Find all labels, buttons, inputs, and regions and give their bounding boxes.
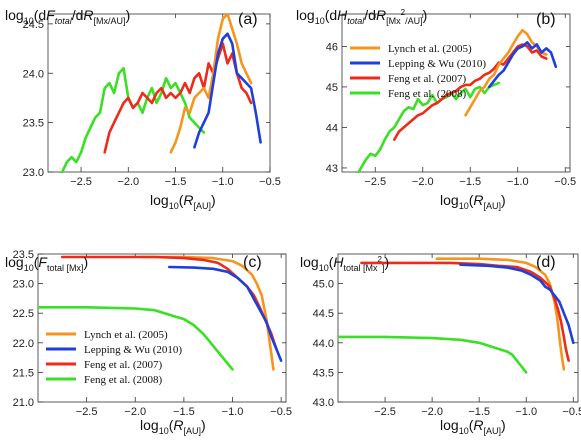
panel-label: (b) [536, 11, 556, 28]
legend: Lynch et al. (2005) Lepping & Wu (2010) Fe… [350, 43, 486, 100]
y-tick-label: 24.5 [23, 19, 44, 31]
x-tick-label: −0.5 [562, 406, 581, 418]
legend-label-feng2008: Feng et al. (2008) [388, 88, 467, 100]
y-tick-label: 45.0 [313, 279, 334, 291]
y-tick-label: 23.5 [13, 249, 34, 261]
y-axis-label: log10(dFtotal/dR[Mx/AU]) [5, 7, 130, 26]
x-tick-label: −1.5 [459, 176, 481, 188]
x-tick-label: −1.0 [212, 176, 234, 188]
y-tick-label: 45 [326, 82, 338, 94]
x-tick-label: −0.5 [259, 176, 281, 188]
x-axis-label: log10(R[AU]) [440, 192, 506, 211]
y-tick-label: 22.0 [13, 338, 34, 350]
legend: Lynch et al. (2005) Lepping & Wu (2010) Fe… [46, 329, 182, 386]
series-line-feng2008 [338, 335, 528, 374]
y-tick-label: 44.0 [313, 338, 334, 350]
series-line-lepping [168, 265, 283, 362]
panel-d: −2.5 −2.0 −1.5 −1.0 −0.5 43.0 43.5 44.0 44.5 45.0… [300, 253, 581, 436]
series-line-lynch [464, 28, 548, 117]
x-tick-label: −0.5 [554, 176, 576, 188]
y-tick-label: 44.5 [313, 308, 334, 320]
y-tick-label: 43 [326, 163, 338, 175]
legend-label-lepping: Lepping & Wu (2010) [388, 58, 486, 70]
y-tick-label: 22.5 [13, 308, 34, 320]
y-tick-label: 21.5 [13, 367, 34, 379]
panel-label: (d) [536, 254, 556, 271]
x-axis-label: log10(R[AU]) [440, 417, 506, 436]
x-tick-label: −2.0 [412, 176, 434, 188]
series-line-feng2007 [360, 261, 570, 362]
series-line-lynch [435, 257, 566, 371]
x-tick-label: −2.0 [124, 406, 146, 418]
x-tick-label: −2.5 [76, 406, 98, 418]
y-tick-label: 23.0 [13, 279, 34, 291]
legend-label-feng2008: Feng et al. (2008) [84, 374, 163, 386]
series-line-feng2008 [38, 305, 234, 371]
series-group [38, 255, 283, 371]
legend-label-lynch: Lynch et al. (2005) [84, 329, 168, 341]
series-group [338, 257, 575, 374]
y-tick-label: 23.0 [23, 167, 44, 179]
y-axis-label: log10(dHtotal/dR[Mx2/AU]) [296, 7, 427, 26]
panel-label: (a) [238, 11, 258, 28]
plot-frame [341, 13, 571, 173]
panel-c: −2.5 −2.0 −1.5 −1.0 −0.5 21.0 21.5 22.0 22.5 23.0… [5, 249, 292, 436]
x-tick-label: −0.5 [270, 406, 292, 418]
panel-b: −2.5 −2.0 −1.5 −1.0 −0.5 43 44 45 46 (b) log10(dHt… [296, 7, 576, 211]
y-tick-label: 24.0 [23, 68, 44, 80]
legend-label-feng2007: Feng et al. (2007) [84, 359, 163, 371]
y-axis-label: log10(Htotal [Mx2]) [300, 254, 389, 273]
x-axis-label: log10(R[AU]) [150, 192, 216, 211]
x-tick-label: −2.5 [364, 176, 386, 188]
x-tick-label: −1.0 [507, 176, 529, 188]
series-line-lepping [487, 41, 558, 89]
y-tick-label: 46 [326, 41, 338, 53]
series-line-lynch [169, 13, 253, 154]
x-tick-label: −1.5 [468, 406, 490, 418]
y-tick-label: 43.5 [313, 367, 334, 379]
y-tick-label: 23.5 [23, 118, 44, 130]
x-tick-label: −2.5 [374, 406, 396, 418]
series-group [59, 13, 262, 173]
x-tick-label: −2.5 [70, 176, 92, 188]
x-tick-label: −2.0 [421, 406, 443, 418]
legend-label-lynch: Lynch et al. (2005) [388, 43, 472, 55]
x-tick-label: −1.0 [515, 406, 537, 418]
plot-frame [47, 13, 271, 173]
x-axis-label: log10(R[AU]) [140, 417, 206, 436]
series-line-lepping [459, 263, 575, 345]
panel-a: −2.5 −2.0 −1.5 −1.0 −0.5 23.0 23.5 24.0 24.5 (a) l… [5, 7, 281, 211]
series-line-feng2008 [356, 81, 501, 173]
x-tick-label: −1.5 [173, 406, 195, 418]
plot-frame [37, 253, 287, 403]
series-line-feng2007 [392, 43, 548, 141]
plot-frame [337, 253, 579, 403]
x-tick-label: −2.0 [117, 176, 139, 188]
y-tick-label: 43.0 [313, 397, 334, 409]
panel-label: (c) [243, 254, 262, 271]
series-line-lepping [193, 32, 262, 149]
series-line-feng2007 [103, 42, 253, 154]
legend-label-lepping: Lepping & Wu (2010) [84, 344, 182, 356]
series-group [356, 28, 558, 173]
x-tick-label: −1.5 [165, 176, 187, 188]
y-axis-label: log10(Ftotal [Mx]) [5, 254, 88, 273]
y-tick-label: 21.0 [13, 397, 34, 409]
x-tick-label: −1.0 [222, 406, 244, 418]
legend-label-feng2007: Feng et al. (2007) [388, 73, 467, 85]
y-tick-label: 44 [326, 122, 338, 134]
